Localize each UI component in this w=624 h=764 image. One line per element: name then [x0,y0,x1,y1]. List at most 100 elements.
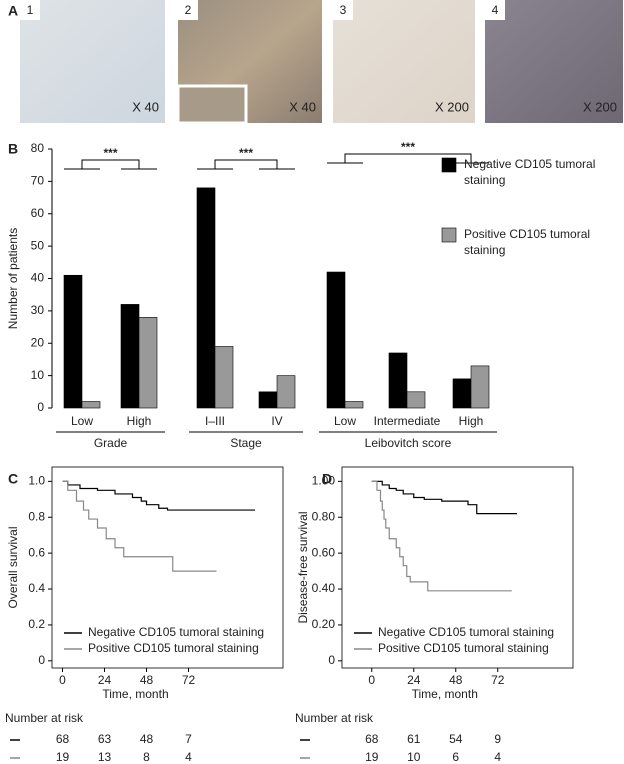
image-number-box [333,0,353,20]
risk-count: 68 [56,732,70,746]
risk-count: 63 [98,732,112,746]
y-tick-label: 10 [31,368,45,382]
risk-count: 7 [185,732,192,746]
x-tick-label: Low [334,414,356,428]
legend-swatch [441,157,457,173]
bar [470,365,490,409]
y-tick-label: 0.8 [28,509,45,523]
risk-count: 19 [56,750,70,764]
x-axis-label: Time, month [412,687,478,701]
image-number-box [178,0,198,20]
legend-label: Negative CD105 tumoral staining [378,625,554,639]
x-tick-label: 72 [491,673,505,687]
risk-table-title: Number at risk [295,711,374,725]
y-tick-label: 0.40 [312,581,336,595]
bar [196,187,216,409]
y-tick-label: 50 [31,238,45,252]
risk-count: 4 [494,750,501,764]
image-number: 1 [27,3,34,17]
y-tick-label: 0.20 [312,617,336,631]
risk-count: 54 [449,732,463,746]
survival-curve [371,480,517,515]
micrograph [20,0,165,123]
risk-count: 6 [452,750,459,764]
legend-label: Negative CD105 tumoral staining [88,625,264,639]
y-tick-label: 0.60 [312,545,336,559]
x-tick-label: I–III [205,414,225,428]
y-tick-label: 0.80 [312,509,336,523]
significance-bracket [64,159,157,170]
risk-count: 19 [365,750,379,764]
bar [258,391,278,409]
group-label: Leibovitch score [365,436,452,450]
y-tick-label: 0.6 [28,545,45,559]
x-tick-label: Intermediate [374,414,441,428]
plot-frame [341,466,574,669]
panel-label: D [322,471,332,487]
x-tick-label: High [127,414,152,428]
panel-label: A [8,3,18,19]
significance-label: *** [103,146,117,160]
image-number-box [20,0,40,20]
plot-frame [51,466,284,669]
image-number: 4 [492,3,499,17]
y-tick-label: 0 [37,400,44,414]
bar [276,375,296,409]
y-tick-label: 30 [31,303,45,317]
x-tick-label: 24 [98,673,112,687]
y-tick-label: 0.2 [28,617,45,631]
risk-count: 61 [407,732,421,746]
magnification: X 200 [583,99,617,114]
y-tick-label: 1.00 [312,474,336,488]
significance-bracket [327,153,489,164]
micrograph [333,0,475,123]
significance-label: *** [401,140,415,154]
bar [63,274,83,409]
risk-count: 13 [98,750,112,764]
risk-count: 8 [143,750,150,764]
legend-swatch [441,227,457,243]
x-tick-label: 48 [140,673,154,687]
x-tick-label: 48 [449,673,463,687]
bar [81,401,101,409]
magnification: X 40 [132,99,159,114]
y-tick-label: 40 [31,271,45,285]
risk-count: 10 [407,750,421,764]
bar [214,346,234,409]
survival-curve [371,480,512,592]
bar [344,401,364,409]
legend-label: Positive CD105 tumoral staining [378,641,549,655]
significance-bracket [197,159,295,170]
risk-table-title: Number at risk [5,711,84,725]
x-tick-label: 72 [182,673,196,687]
panel-label: C [8,471,18,487]
y-tick-label: 0 [38,653,45,667]
risk-count: 48 [140,732,154,746]
y-tick-label: 70 [31,174,45,188]
y-tick-label: 80 [31,141,45,155]
y-axis-label: Number of patients [6,228,20,329]
y-axis-label: Disease-free survival [296,511,310,623]
image-number: 2 [185,3,192,17]
y-tick-label: 60 [31,206,45,220]
inset [176,84,248,125]
magnification: X 200 [435,99,469,114]
x-tick-label: Low [71,414,93,428]
image-number: 3 [340,3,347,17]
bar [388,352,408,409]
survival-curve [62,480,217,572]
magnification: X 40 [289,99,316,114]
risk-count: 68 [365,732,379,746]
x-tick-label: 24 [407,673,421,687]
x-axis-label: Time, month [102,687,168,701]
bar [406,391,426,409]
y-tick-label: 1.0 [28,474,45,488]
bar [120,304,140,409]
x-tick-label: High [459,414,484,428]
x-tick-label: IV [271,414,282,428]
significance-label: *** [239,146,253,160]
legend-label: Negative CD105 tumoral staining [464,157,596,187]
bar [326,271,346,409]
